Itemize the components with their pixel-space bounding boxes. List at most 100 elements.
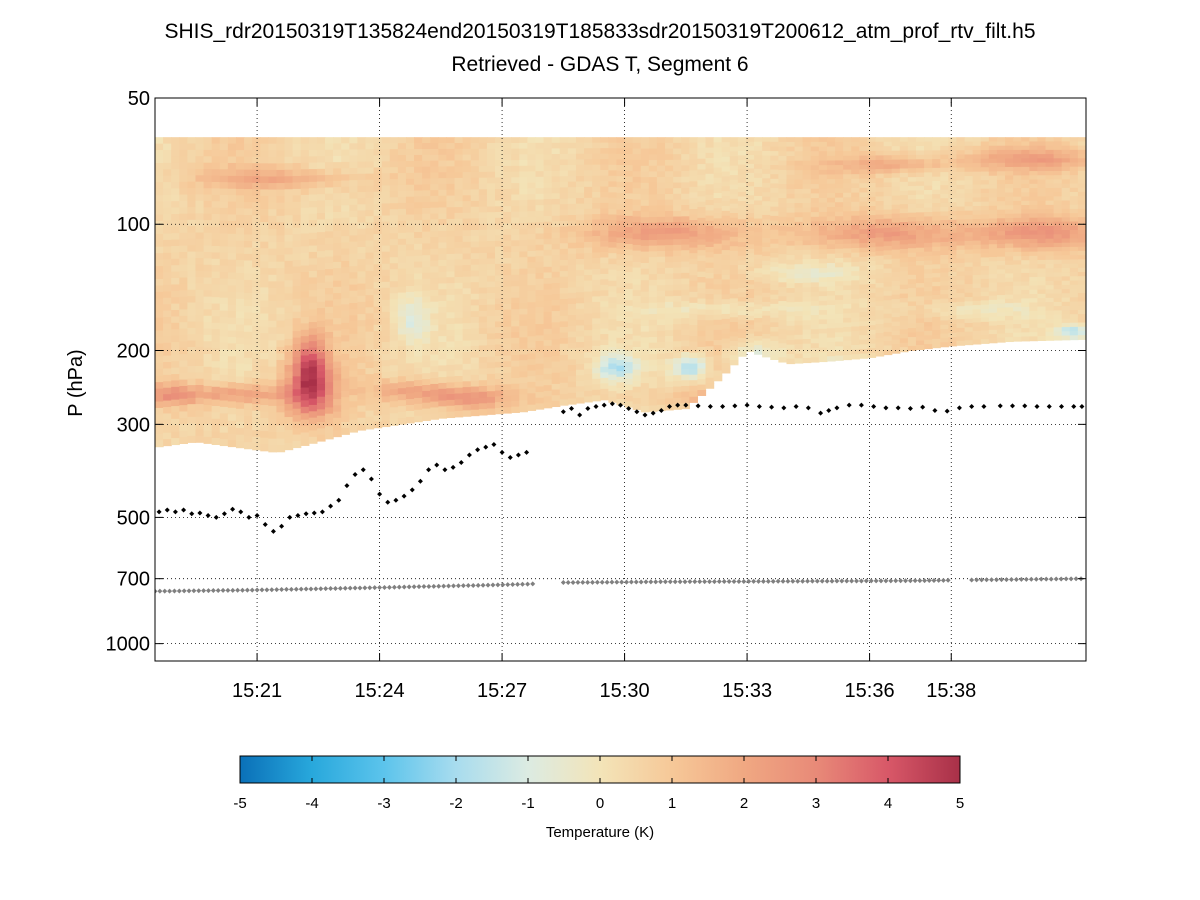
heatmap-cell — [891, 303, 901, 309]
heatmap-cell — [155, 291, 164, 299]
heatmap-cell — [211, 361, 221, 369]
heatmap-cell — [252, 423, 261, 431]
heatmap-cell — [276, 438, 286, 446]
heatmap-cell — [381, 408, 391, 416]
heatmap-cell — [308, 245, 318, 253]
heatmap-cell — [308, 360, 318, 368]
heatmap-cell — [511, 160, 520, 167]
heatmap-cell — [438, 230, 448, 238]
heatmap-cell — [527, 228, 537, 235]
heatmap-cell — [559, 354, 569, 362]
heatmap-cell — [948, 206, 958, 212]
heatmap-cell — [899, 280, 909, 286]
heatmap-cell — [454, 218, 464, 226]
heatmap-cell — [932, 207, 941, 213]
heatmap-cell — [932, 259, 941, 265]
heatmap-cell — [462, 160, 472, 167]
heatmap-cell — [341, 279, 350, 287]
heatmap-cell — [341, 143, 350, 151]
heatmap-cell — [227, 162, 237, 170]
heatmap-cell — [292, 227, 302, 235]
heatmap-cell — [365, 410, 375, 418]
heatmap-cell — [681, 238, 690, 246]
heatmap-cell — [325, 193, 334, 201]
heatmap-cell — [527, 398, 537, 406]
heatmap-cell — [980, 283, 990, 289]
heatmap-cell — [883, 159, 893, 165]
heatmap-cell — [349, 389, 358, 396]
heatmap-cell — [762, 343, 771, 349]
heatmap-cell — [543, 137, 553, 144]
heatmap-cell — [810, 244, 820, 251]
heatmap-cell — [932, 242, 941, 248]
heatmap-cell — [851, 340, 860, 346]
heatmap-cell — [381, 251, 391, 259]
heatmap-cell — [632, 290, 642, 297]
heatmap-cell — [697, 266, 707, 273]
heatmap-cell — [681, 199, 690, 206]
heatmap-cell — [697, 217, 707, 224]
heatmap-cell — [924, 176, 933, 182]
heatmap-cell — [405, 357, 415, 364]
heatmap-cell — [470, 166, 480, 173]
heatmap-cell — [551, 154, 561, 161]
heatmap-cell — [503, 240, 512, 247]
heatmap-cell — [648, 165, 658, 173]
heatmap-cell — [235, 188, 245, 196]
heatmap-cell — [227, 201, 237, 209]
heatmap-cell — [770, 271, 779, 277]
heatmap-cell — [527, 296, 537, 303]
heatmap-cell — [915, 314, 925, 320]
chart-title: SHIS_rdr20150319T135824end20150319T18583… — [164, 20, 1036, 43]
heatmap-cell — [673, 193, 682, 201]
heatmap-cell — [527, 273, 537, 281]
heatmap-cell — [713, 238, 723, 245]
heatmap-cell — [584, 192, 593, 199]
heatmap-cell — [802, 353, 812, 359]
heatmap-cell — [163, 432, 172, 440]
heatmap-cell — [260, 320, 269, 328]
heatmap-cell — [470, 369, 480, 376]
heatmap-cell — [519, 325, 528, 333]
heatmap-cell — [705, 362, 715, 368]
heatmap-cell — [503, 361, 512, 368]
heatmap-cell — [155, 440, 164, 448]
heatmap-cell — [689, 363, 699, 370]
heatmap-cell — [778, 272, 788, 279]
heatmap-cell — [365, 283, 375, 290]
heatmap-cell — [446, 189, 456, 197]
heatmap-cell — [575, 386, 585, 393]
heatmap-cell — [648, 354, 658, 361]
heatmap-cell — [915, 207, 925, 213]
heatmap-cell — [373, 167, 383, 175]
heatmap-cell — [721, 205, 731, 212]
heatmap-cell — [948, 328, 958, 334]
heatmap-cell — [729, 312, 739, 318]
heatmap-cell — [835, 318, 844, 324]
heatmap-cell — [219, 310, 229, 318]
heatmap-cell — [252, 208, 261, 216]
heatmap-cell — [203, 334, 213, 342]
heatmap-cell — [308, 137, 318, 145]
heatmap-cell — [430, 395, 439, 403]
heatmap-cell — [665, 228, 674, 235]
heatmap-cell — [316, 257, 326, 265]
heatmap-cell — [835, 304, 844, 310]
heatmap-cell — [988, 265, 998, 271]
heatmap-cell — [227, 394, 237, 402]
heatmap-cell — [673, 380, 682, 388]
heatmap-cell — [333, 268, 342, 275]
heatmap-cell — [187, 137, 197, 145]
heatmap-cell — [972, 287, 982, 293]
heatmap-cell — [778, 151, 788, 157]
heatmap-cell — [681, 301, 690, 308]
heatmap-cell — [681, 171, 690, 178]
heatmap-cell — [907, 234, 917, 240]
heatmap-cell — [770, 201, 779, 208]
heatmap-cell — [802, 235, 812, 242]
heatmap-cell — [316, 352, 326, 360]
heatmap-cell — [802, 212, 812, 218]
heatmap-cell — [859, 137, 869, 143]
heatmap-cell — [503, 395, 512, 403]
heatmap-cell — [608, 159, 618, 166]
